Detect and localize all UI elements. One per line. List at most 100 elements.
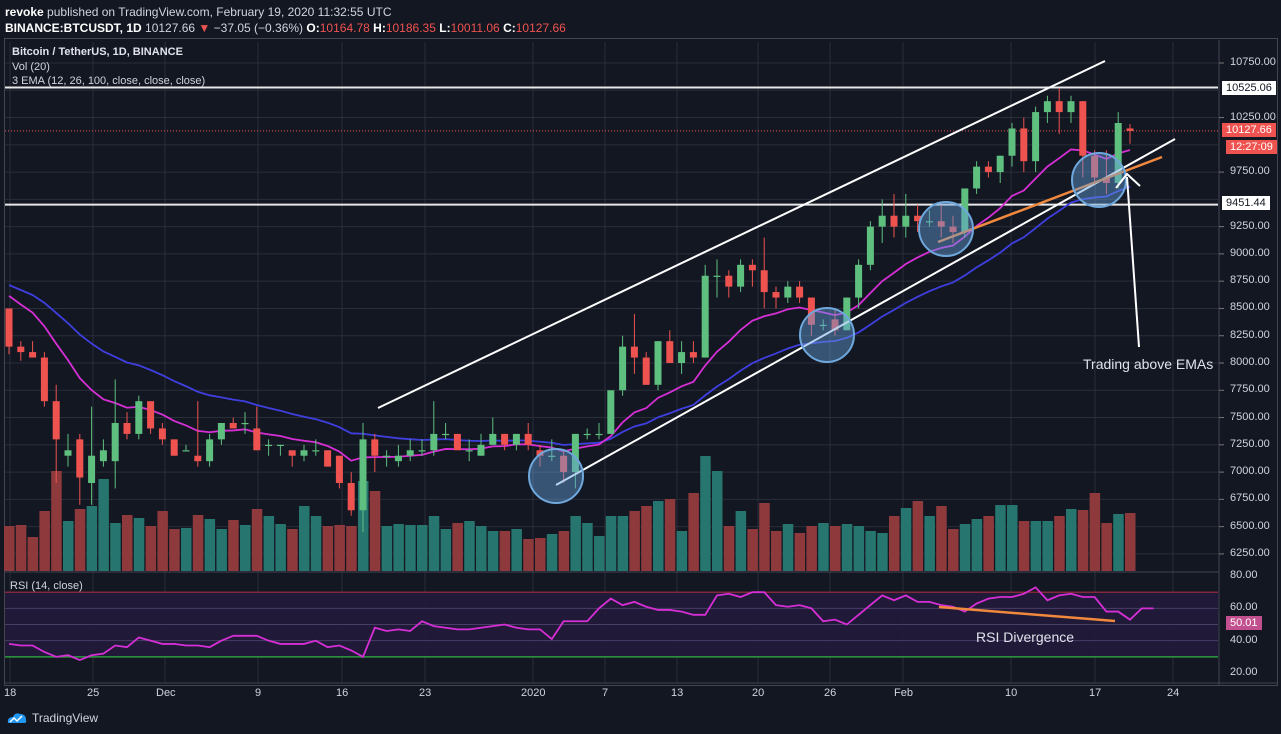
candle-body — [583, 433, 591, 436]
candle-body — [1091, 155, 1099, 178]
candle-body — [1114, 122, 1122, 183]
volume-bar — [346, 526, 357, 571]
volume-bar — [133, 518, 145, 571]
volume-bar — [1113, 514, 1124, 571]
author-name[interactable]: revoke — [5, 5, 44, 19]
candle-body — [1032, 112, 1040, 162]
volume-bar — [959, 524, 971, 571]
candle-body — [64, 450, 72, 456]
volume-bar — [440, 529, 452, 571]
price-axis-label: 6750.00 — [1230, 492, 1270, 505]
volume-bar — [877, 533, 888, 571]
volume-bar — [476, 526, 487, 571]
candle-body — [890, 215, 898, 227]
candle-body — [194, 455, 202, 462]
candle-body — [689, 352, 697, 358]
candle-body — [949, 226, 957, 233]
candle-body — [147, 401, 155, 429]
candle-body — [170, 439, 178, 456]
volume-bar — [936, 506, 947, 571]
volume-bar — [535, 538, 546, 571]
ema-legend[interactable]: 3 EMA (12, 26, 100, close, close, close) — [12, 75, 206, 87]
volume-bar — [1125, 513, 1136, 571]
price-axis-label: 9750.00 — [1230, 165, 1270, 178]
low-value: 10011.06 — [450, 21, 500, 35]
rsi-axis-label: 60.00 — [1230, 601, 1258, 614]
candle-body — [595, 433, 603, 436]
low-label: L: — [439, 21, 451, 35]
volume-bar — [487, 531, 499, 571]
candle-body — [17, 346, 25, 353]
candle-body — [878, 215, 886, 227]
volume-bar — [523, 539, 534, 571]
symbol-info: BINANCE:BTCUSDT, 1D 10127.66 ▼ −37.05 (−… — [5, 21, 566, 35]
volume-bar — [204, 519, 216, 571]
volume-bar — [712, 471, 723, 571]
volume-bar — [948, 529, 959, 571]
volume-bar — [27, 537, 39, 571]
volume-bar — [240, 525, 251, 571]
candle-body — [524, 433, 532, 445]
close-value: 10127.66 — [515, 21, 566, 35]
date-axis-label: 7 — [602, 687, 609, 699]
candle-body — [512, 433, 520, 445]
tradingview-logo-icon — [7, 713, 27, 723]
rsi-divergence-annotation: RSI Divergence — [976, 629, 1075, 645]
candle-body — [784, 286, 792, 298]
chart-frame — [4, 38, 1278, 686]
price-change: −37.05 (−0.36%) — [213, 21, 304, 35]
volume-bar — [263, 516, 275, 571]
candle-body — [324, 450, 332, 467]
volume-bar — [830, 526, 841, 571]
volume-bar — [405, 525, 416, 571]
candle-body — [453, 433, 461, 451]
candle-body — [630, 346, 638, 358]
volume-bar — [782, 524, 794, 571]
date-axis-label: 13 — [671, 687, 684, 699]
volume-bar — [251, 509, 263, 571]
price-axis-label: 8750.00 — [1230, 274, 1270, 287]
volume-bar — [369, 491, 381, 571]
volume-bar — [464, 521, 475, 571]
price-axis-label: 8250.00 — [1230, 328, 1270, 341]
candle-body — [312, 450, 320, 452]
candle-body — [760, 270, 768, 293]
candle-body — [843, 297, 851, 331]
candle-body — [1020, 128, 1028, 162]
volume-bar — [1042, 521, 1053, 571]
volume-bar — [1077, 510, 1089, 571]
rsi-legend[interactable]: RSI (14, close) — [10, 580, 83, 592]
tradingview-brand[interactable]: TradingView — [6, 711, 98, 725]
trading-above-emas-annotation: Trading above EMAs — [1083, 356, 1214, 372]
price-axis-label: 7750.00 — [1230, 383, 1270, 396]
volume-bar — [676, 531, 688, 571]
volume-bar — [169, 529, 180, 571]
close-label: C: — [503, 21, 516, 35]
volume-bar — [381, 526, 393, 571]
volume-bar — [735, 511, 747, 571]
ema12-line — [8, 148, 1131, 462]
candle-body — [902, 215, 910, 227]
candle-body — [52, 401, 60, 440]
volume-bar — [287, 529, 298, 571]
candle-body — [1079, 101, 1087, 156]
price-axis-label: 7000.00 — [1230, 465, 1270, 478]
date-axis-label: 23 — [419, 687, 432, 699]
brand-name: TradingView — [32, 711, 99, 725]
volume-bar — [818, 523, 829, 571]
volume-bar — [63, 521, 74, 571]
volume-bar — [841, 524, 853, 571]
volume-bar — [98, 479, 109, 571]
support-level-tag: 9451.44 — [1222, 196, 1270, 210]
volume-bar — [723, 526, 735, 571]
candle-body — [1126, 128, 1134, 131]
candle-body — [76, 439, 84, 478]
price-axis-label: 8500.00 — [1230, 301, 1270, 314]
candle-body — [406, 450, 414, 456]
volume-bar — [653, 501, 664, 571]
volume-bar — [1054, 516, 1065, 571]
volume-bar — [275, 524, 286, 571]
down-triangle-icon: ▼ — [198, 21, 211, 35]
volume-legend[interactable]: Vol (20) — [12, 61, 50, 73]
